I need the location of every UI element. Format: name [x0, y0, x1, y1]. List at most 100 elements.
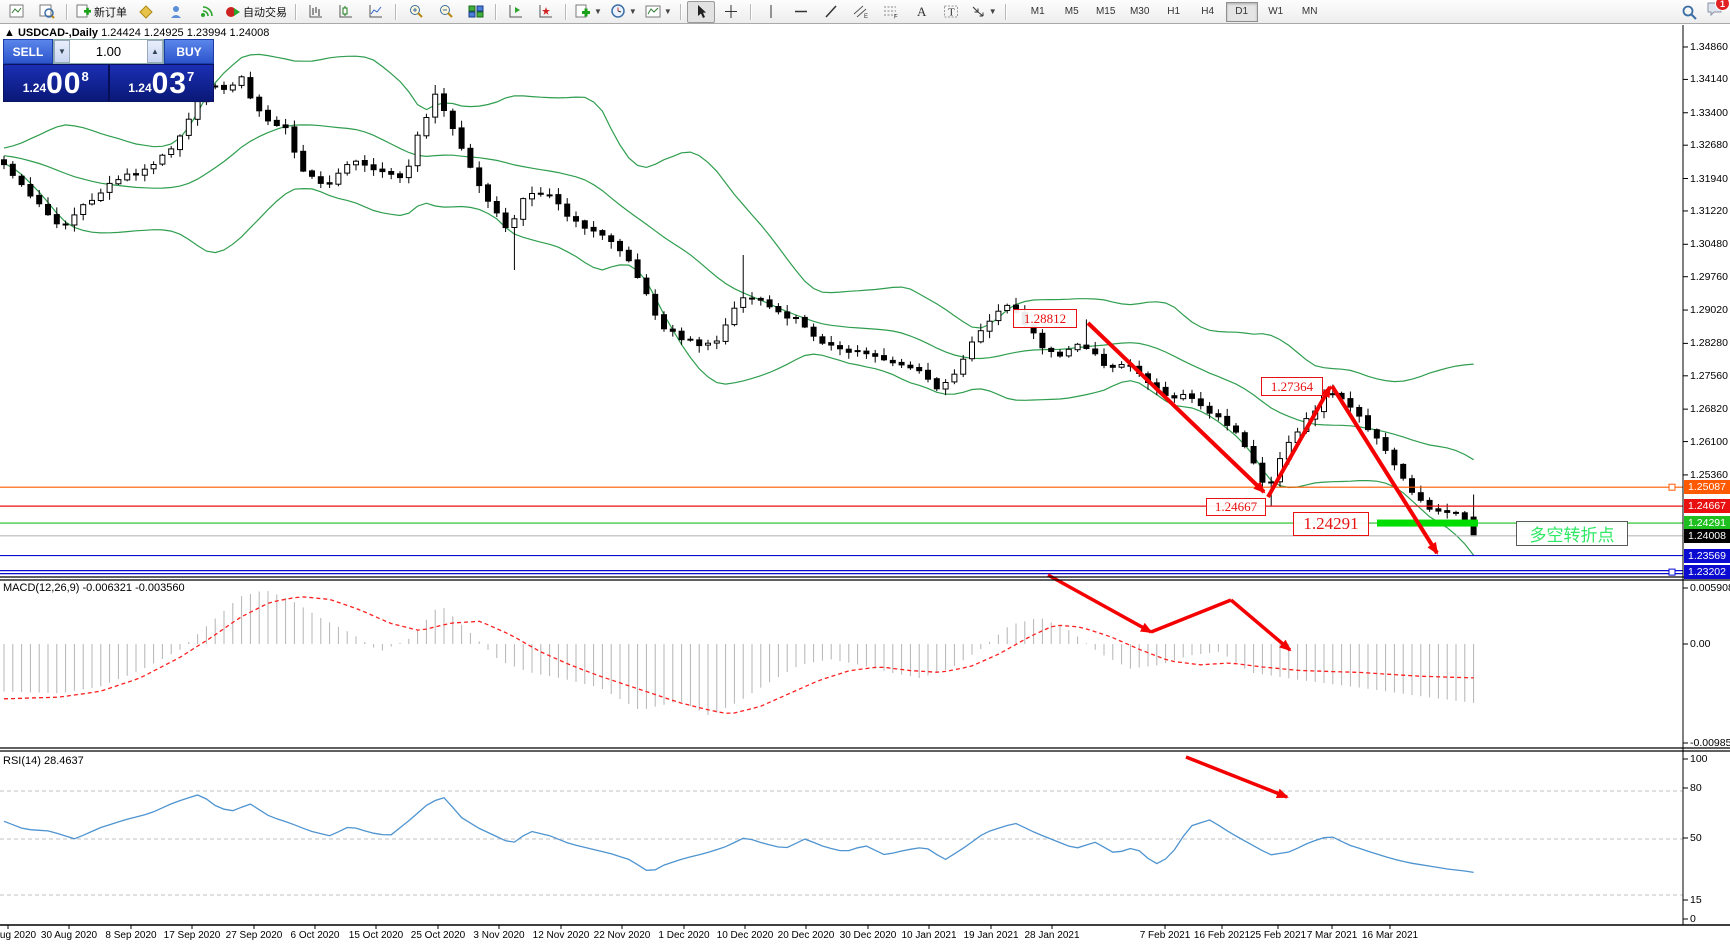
timeframe-button-M15[interactable]: M15	[1095, 6, 1116, 17]
toolbar-separator	[679, 3, 682, 20]
line-handle[interactable]	[1668, 483, 1676, 491]
bar-chart-type-button[interactable]	[302, 1, 330, 23]
trend-arrow[interactable]	[1150, 598, 1232, 634]
text-label-tool-button[interactable]: T	[937, 1, 965, 23]
fibonacci-tool-button[interactable]: F	[877, 1, 905, 23]
timeframe-button-M5[interactable]: M5	[1064, 6, 1079, 17]
horizontal-line-tool-button[interactable]	[787, 1, 815, 23]
metaeditor-icon	[139, 5, 153, 19]
mobile-terminal-button[interactable]	[162, 1, 190, 23]
ask-price[interactable]: 1.24 03 7	[110, 65, 214, 101]
autotrading-button[interactable]: 自动交易	[222, 1, 290, 23]
volume-decrease-button[interactable]: ▼	[54, 40, 70, 63]
autotrading-label: 自动交易	[243, 6, 287, 19]
volume-increase-button[interactable]: ▲	[147, 40, 163, 63]
candlesticks	[1, 68, 1477, 537]
tile-windows-button[interactable]	[462, 1, 490, 23]
zoom-in-button[interactable]	[402, 1, 430, 23]
dropdown-caret-icon: ▼	[594, 7, 602, 16]
new-order-label: 新订单	[94, 6, 127, 19]
new-order-icon	[76, 4, 91, 18]
bid-price-big: 00	[46, 67, 82, 100]
toolbar-separator	[395, 3, 397, 20]
price-level-line-1.25087[interactable]	[0, 483, 1683, 491]
bollinger-lower-band[interactable]	[3, 162, 1475, 556]
timeframe-button-D1[interactable]: D1	[1225, 1, 1258, 22]
timeframe-button-H4[interactable]: H4	[1201, 6, 1215, 17]
line-handle[interactable]	[1668, 568, 1676, 576]
svg-text:A: A	[917, 4, 927, 19]
timeframe-button-H1[interactable]: H1	[1167, 6, 1181, 17]
indicators-icon	[509, 5, 522, 18]
horizontal-line-icon	[794, 10, 807, 13]
svg-text:E: E	[864, 14, 868, 19]
equidistant-channel-icon: E	[853, 5, 868, 19]
timeframe-group: M1 M5 M15 M30 H1 H4 D1 W1 MN	[1021, 1, 1327, 22]
vertical-line-icon	[770, 5, 772, 18]
dropdown-caret-icon: ▼	[988, 7, 997, 16]
template-icon	[575, 4, 590, 18]
line-chart-icon	[369, 5, 382, 18]
svg-text:F: F	[894, 15, 898, 20]
cursor-icon	[697, 5, 706, 18]
volume-value[interactable]: 1.00	[95, 44, 122, 59]
toolbar-separator	[495, 3, 497, 20]
add-template-button[interactable]: ▼	[572, 1, 605, 23]
line-chart-type-button[interactable]	[362, 1, 390, 23]
text-label-icon: T	[943, 5, 958, 19]
trend-arrow[interactable]	[1229, 598, 1292, 652]
crosshair-tool-button[interactable]	[717, 1, 745, 23]
text-tool-button[interactable]: A	[907, 1, 935, 23]
notifications-button[interactable]: 1	[1706, 0, 1730, 22]
ask-price-sup: 7	[187, 69, 195, 84]
sell-button[interactable]: SELL	[3, 39, 53, 64]
bollinger-upper-band[interactable]	[3, 53, 1474, 383]
candlestick-chart-type-button[interactable]	[332, 1, 360, 23]
new-order-button[interactable]: 新订单	[73, 1, 130, 23]
turning-point-highlight[interactable]	[1377, 519, 1478, 527]
bid-price[interactable]: 1.24 00 8	[4, 65, 110, 101]
timeframe-button-MN[interactable]: MN	[1301, 6, 1318, 17]
cycles-button[interactable]	[532, 1, 560, 23]
timeframe-button-M1[interactable]: M1	[1030, 6, 1045, 17]
channel-tool-button[interactable]: E	[847, 1, 875, 23]
toolbar-right-group: 1	[1681, 0, 1730, 22]
mobile-terminal-icon	[171, 6, 181, 18]
timeframe-button-W1[interactable]: W1	[1268, 6, 1284, 17]
zoom-out-button[interactable]	[432, 1, 460, 23]
vertical-line-tool-button[interactable]	[757, 1, 785, 23]
bid-price-sup: 8	[81, 69, 89, 84]
macd-signal-line	[3, 596, 1474, 714]
crosshair-icon	[724, 5, 737, 18]
cursor-tool-button[interactable]	[686, 0, 715, 23]
bollinger-middle-band[interactable]	[3, 124, 1474, 461]
trend-arrow[interactable]	[1266, 385, 1332, 498]
profiles-icon	[645, 5, 661, 18]
price-level-line-1.23202[interactable]	[0, 568, 1683, 576]
trend-arrow[interactable]	[1330, 384, 1439, 555]
buy-button[interactable]: BUY	[164, 39, 214, 64]
ask-price-small: 1.24	[128, 81, 152, 95]
chart-profile-button[interactable]	[33, 1, 61, 23]
indicators-button[interactable]	[502, 1, 530, 23]
toolbar-separator	[565, 3, 567, 20]
metaeditor-button[interactable]	[132, 1, 160, 23]
timeframe-button-M30[interactable]: M30	[1129, 6, 1150, 17]
main-chart-pane	[1, 53, 1477, 556]
search-icon[interactable]	[1681, 4, 1698, 20]
volume-field: ▼ 1.00 ▲	[53, 39, 164, 64]
new-chart-button[interactable]	[3, 1, 31, 23]
trend-arrow[interactable]	[1185, 755, 1289, 799]
trend-arrow[interactable]	[1086, 321, 1266, 494]
trend-arrow[interactable]	[1047, 573, 1153, 634]
bar-chart-icon	[309, 5, 322, 18]
trendline-tool-button[interactable]	[817, 1, 845, 23]
signals-button[interactable]	[192, 1, 220, 23]
trendline-icon	[825, 5, 837, 18]
arrows-tool-button[interactable]: ▼	[967, 1, 1000, 23]
tile-windows-icon	[468, 5, 484, 18]
profiles-button[interactable]: ▼	[642, 1, 675, 23]
periods-button[interactable]: ▼	[607, 1, 640, 23]
